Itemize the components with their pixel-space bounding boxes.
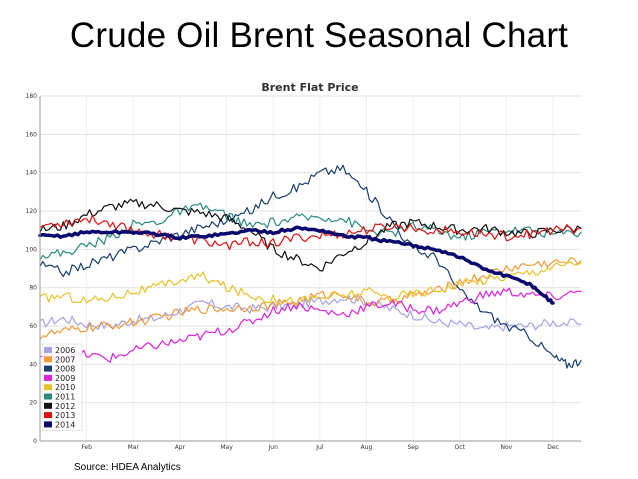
x-tick-label: Mar	[128, 444, 140, 451]
x-tick-label: Jun	[268, 444, 279, 451]
x-tick-label: Nov	[501, 444, 513, 451]
source-note: Source: HDEA Analytics	[74, 462, 181, 473]
y-tick-label: 160	[26, 131, 38, 138]
legend-swatch	[44, 356, 52, 363]
x-tick-label: Apr	[175, 444, 186, 451]
series-line-2006	[39, 294, 582, 332]
legend-label: 2012	[55, 402, 75, 411]
slide-title: Crude Oil Brent Seasonal Chart	[69, 16, 569, 55]
chart-title: Brent Flat Price	[261, 81, 358, 94]
legend-swatch	[44, 393, 52, 400]
legend-swatch	[44, 421, 52, 428]
series-line-2012	[39, 198, 582, 272]
chart-background	[40, 80, 581, 450]
y-tick-label: 120	[26, 208, 38, 215]
legend-label: 2007	[55, 355, 75, 364]
y-tick-label: 40	[29, 361, 37, 368]
series-line-2010	[39, 261, 582, 307]
series-lines	[38, 164, 582, 369]
y-tick-label: 180	[26, 93, 38, 100]
legend-label: 2014	[55, 420, 75, 429]
y-tick-label: 60	[29, 323, 37, 330]
legend-label: 2010	[55, 383, 75, 392]
x-tick-label: May	[220, 444, 233, 451]
legend-label: 2008	[55, 365, 75, 374]
x-tick-label: Oct	[455, 444, 466, 451]
y-tick-label: 80	[29, 285, 37, 292]
y-tick-label: 20	[29, 400, 37, 407]
legend-swatch	[44, 374, 52, 381]
series-line-2013	[39, 214, 582, 251]
y-tick-label: 140	[26, 170, 38, 177]
legend-label: 2006	[55, 346, 75, 355]
x-tick-label: Dec	[547, 444, 559, 451]
legend-swatch	[44, 412, 52, 419]
legend-label: 2011	[55, 393, 75, 402]
y-axis-ticks: 0 20 40 60 80 100 120 140 160 180	[26, 93, 38, 445]
series-line-2008	[39, 164, 582, 369]
legend-swatch	[44, 347, 52, 353]
x-tick-label: Aug	[361, 444, 373, 451]
x-axis-ticks: Feb Mar Apr May Jun Jul Aug Sep Oct Nov Dec	[81, 444, 559, 451]
x-tick-label: Feb	[81, 444, 92, 451]
y-tick-label: 100	[26, 246, 38, 253]
legend-label: 2013	[55, 411, 75, 420]
legend-label: 2009	[55, 374, 75, 383]
y-tick-label: 0	[33, 438, 37, 445]
legend-swatch	[44, 402, 52, 409]
legend-swatch	[44, 365, 52, 372]
x-tick-label: Sep	[407, 444, 419, 451]
legend-swatch	[44, 384, 52, 391]
gridlines	[40, 95, 581, 442]
series-line-2009	[39, 287, 582, 363]
x-tick-label: Jul	[315, 444, 324, 451]
series-line-2014	[38, 225, 555, 305]
